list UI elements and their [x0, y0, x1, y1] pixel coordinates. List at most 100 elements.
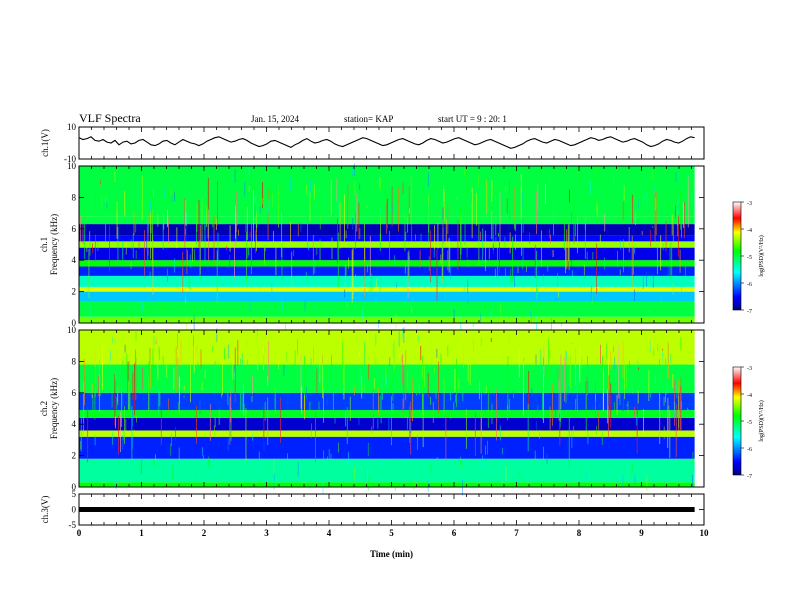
ch1-spectrogram-streak — [344, 289, 345, 298]
ch1-spectrogram-streak — [135, 220, 137, 233]
ch1-spectrogram-streak — [152, 188, 154, 197]
ch2-spectrogram-streak — [175, 346, 177, 394]
ch2-spectrogram-streak — [345, 412, 347, 427]
ch1-spectrogram-streak — [557, 272, 558, 287]
x-axis-label: Time (min) — [370, 549, 413, 559]
ch1-spectrogram-streak — [253, 190, 254, 245]
ch1-spectrogram-streak — [676, 199, 678, 226]
ch1-spectrogram-streak — [512, 236, 513, 283]
ch2-spectrogram-streak — [109, 350, 111, 363]
ch1-spectrogram-streak — [574, 214, 576, 237]
ch2-spectrogram-streak — [353, 386, 355, 396]
ch2-spectrogram-streak — [334, 415, 336, 424]
ch2-spectrogram-streak — [280, 397, 281, 444]
ch2-spectrogram-streak — [622, 340, 624, 378]
ch2-spectrogram-streak — [273, 473, 275, 490]
ch2-spectrogram-streak — [432, 402, 434, 423]
ch2-spectrogram-streak — [450, 413, 452, 420]
ch2-spectrogram-streak — [338, 442, 340, 453]
ch1-spectrogram-streak — [415, 234, 416, 241]
ch1-spectrogram-streak — [82, 222, 84, 244]
ch1-spectrogram-streak — [495, 236, 497, 248]
ch1-spectrogram-streak — [482, 228, 484, 264]
ch2-spectrogram-streak — [498, 476, 500, 486]
ch1-spectrogram-streak — [229, 225, 231, 252]
ch2-spectrogram-streak — [417, 335, 419, 342]
ch2-spectrogram-streak — [196, 345, 198, 355]
ch1-spectrogram-streak — [367, 264, 369, 273]
ch2-spectrogram-streak — [126, 353, 128, 378]
ch1-spectrogram-streak — [149, 209, 151, 260]
ch1-spectrogram-streak — [235, 205, 236, 239]
ch1-spectrogram-streak — [189, 254, 191, 268]
ch1-spectrogram-streak — [460, 206, 461, 260]
ch2-spectrogram-streak — [560, 354, 562, 409]
ch1-spectrogram-streak — [204, 215, 206, 230]
ch2-spectrogram-streak — [297, 339, 298, 355]
ch2-spectrogram-streak — [204, 369, 206, 379]
ch1-spectrogram-streak — [604, 213, 606, 232]
ch1-spectrogram-streak — [272, 193, 274, 207]
ch2-spectrogram-streak — [462, 347, 464, 368]
ch1-spectrogram-tick-label: 10 — [67, 161, 77, 171]
ch1-spectrogram-streak — [419, 250, 421, 268]
ch2-spectrogram-streak — [560, 409, 562, 422]
ch2-spectrogram-streak — [535, 420, 537, 431]
ch1-colorbar-tick-label: -7 — [747, 309, 752, 315]
ch2-spectrogram-streak — [595, 394, 596, 401]
ch1-spectrogram-streak — [309, 190, 311, 222]
ch1-spectrogram-streak — [449, 247, 451, 263]
ch2-spectrogram-streak — [322, 478, 324, 494]
ch1-spectrogram-streak — [681, 284, 683, 293]
ch2-spectrogram-streak — [571, 432, 573, 449]
ch2-spectrogram-streak — [196, 406, 197, 444]
ch1-spectrogram-streak — [407, 251, 409, 299]
ch1-spectrogram-streak — [491, 182, 492, 199]
ch1-spectrogram-streak — [626, 204, 628, 217]
ch1-spectrogram-streak — [571, 188, 573, 214]
ch2-spectrogram-streak — [234, 365, 236, 374]
ch1-spectrogram-streak — [189, 278, 191, 290]
ch1-colorbar-tick-label: -3 — [747, 201, 752, 207]
ch1-spectrogram-band — [79, 286, 695, 292]
ch1-spectrogram-streak — [464, 169, 465, 177]
ch1-spectrogram-streak — [457, 220, 459, 270]
ch2-spectrogram-streak — [670, 354, 671, 364]
ch2-spectrogram-streak — [177, 333, 178, 349]
ch2-spectrogram-streak — [567, 385, 569, 395]
ch1-spectrogram-streak — [653, 186, 655, 194]
ch1-spectrogram-streak — [235, 194, 236, 212]
ch2-spectrogram-streak — [112, 337, 113, 344]
ch1-spectrogram-streak — [665, 221, 667, 252]
ch2-spectrogram-streak — [518, 470, 519, 478]
ch2-spectrogram-streak — [668, 405, 670, 413]
ch2-spectrogram-streak — [575, 349, 576, 385]
ch1-spectrogram-streak — [660, 235, 662, 271]
ch2-spectrogram-streak — [636, 404, 638, 454]
ch1-spectrogram-streak — [498, 232, 499, 237]
ch1-spectrogram-streak — [485, 230, 487, 272]
ch1-spectrogram-streak — [680, 190, 682, 230]
ch1-spectrogram-streak — [84, 208, 86, 259]
ch1-spectrogram-streak — [386, 196, 388, 197]
ch2-spectrogram-streak — [327, 456, 328, 465]
ch2-spectrogram-streak — [159, 390, 161, 407]
ch2-spectrogram-streak — [127, 380, 129, 410]
ch2-spectrogram-streak — [361, 375, 363, 399]
ch1-waveform-tick-label: -10 — [64, 154, 76, 164]
ch1-spectrogram-streak — [407, 217, 409, 233]
ch2-spectrogram-streak — [128, 404, 130, 419]
ch2-spectrogram-streak — [528, 371, 530, 411]
ch2-spectrogram-streak — [549, 406, 551, 430]
ch2-spectrogram-streak — [80, 378, 82, 394]
ch2-spectrogram-streak — [325, 345, 327, 365]
ch1-spectrogram-streak — [568, 219, 570, 271]
ch1-spectrogram-streak — [273, 230, 274, 248]
ch2-spectrogram-streak — [322, 368, 324, 384]
ch2-spectrogram-streak — [83, 382, 85, 436]
ch2-spectrogram-streak — [480, 411, 482, 454]
ch1-spectrogram-streak — [206, 206, 207, 228]
ch1-spectrogram-streak — [314, 184, 316, 200]
ch1-spectrogram-streak — [234, 241, 235, 279]
ch1-spectrogram-streak — [336, 178, 338, 202]
